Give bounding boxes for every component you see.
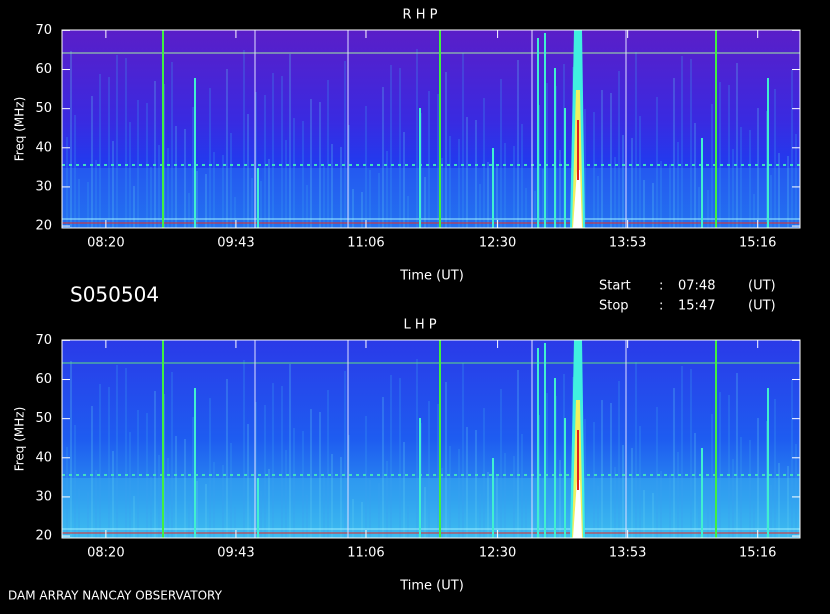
x-tick-label: 15:16 [739,236,776,251]
spectrum-burst [573,480,582,538]
x-tick-label: 09:43 [217,236,254,251]
x-tick-label: 09:43 [217,546,254,561]
x-axis-label: Time (UT) [399,579,464,594]
y-tick-label: 20 [35,529,52,544]
spectrum [62,340,800,538]
plot-frame [61,29,801,229]
x-tick-label: 12:30 [479,546,516,561]
x-axis-label: Time (UT) [399,269,464,284]
stop-time: 15:47 [678,299,715,314]
y-tick-label: 40 [35,450,52,465]
y-axis-label: Freq (MHz) [13,97,27,162]
plot-frame [61,339,801,539]
panel-title: R H P [403,8,438,23]
x-tick-label: 12:30 [479,236,516,251]
footer: DAM ARRAY NANCAY OBSERVATORY [8,589,223,603]
y-tick-label: 30 [35,179,52,194]
separator: : [659,299,663,314]
x-tick-label: 13:53 [609,236,646,251]
x-tick-label: 15:16 [739,546,776,561]
separator: : [659,279,663,294]
x-tick-label: 08:20 [87,236,124,251]
y-tick-label: 70 [35,23,52,38]
y-tick-label: 40 [35,140,52,155]
unit: (UT) [748,279,776,294]
station-id: S050504 [70,283,159,307]
start-time: 07:48 [678,279,715,294]
y-tick-label: 60 [35,62,52,77]
y-tick-label: 50 [35,411,52,426]
y-tick-label: 20 [35,219,52,234]
x-tick-label: 11:06 [347,546,384,561]
panel-title: L H P [403,318,436,333]
spectrum-burst [573,170,582,228]
x-tick-label: 11:06 [347,236,384,251]
x-tick-label: 08:20 [87,546,124,561]
y-tick-label: 50 [35,101,52,116]
y-tick-label: 70 [35,333,52,348]
spectrum [62,30,800,228]
start-label: Start [599,279,631,294]
stop-label: Stop [599,299,629,314]
y-tick-label: 30 [35,489,52,504]
y-tick-label: 60 [35,372,52,387]
unit: (UT) [748,299,776,314]
x-tick-label: 13:53 [609,546,646,561]
y-axis-label: Freq (MHz) [13,407,27,472]
